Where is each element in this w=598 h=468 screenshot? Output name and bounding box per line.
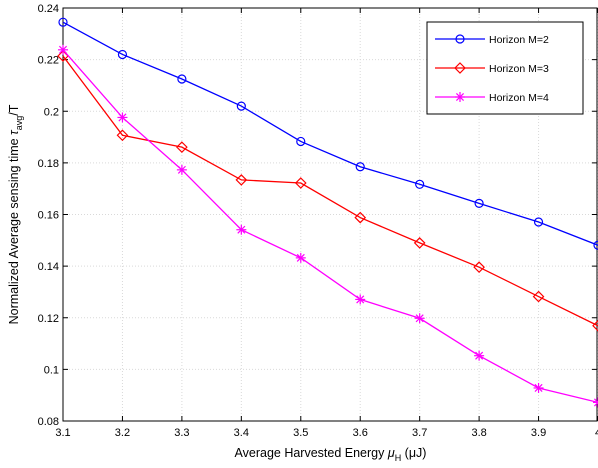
x-tick-label: 3.6 bbox=[353, 427, 368, 439]
data-point bbox=[117, 112, 128, 123]
data-point bbox=[473, 261, 485, 274]
data-point bbox=[117, 49, 128, 60]
legend-label: Horizon M=4 bbox=[489, 92, 549, 104]
x-tick-label: 3.9 bbox=[531, 427, 546, 439]
axis-ticks: 3.1 3.2 3.3 3.4 3.5 3.6 3.7 3.8 3.9 4 0.08 0.1 0.12 0… bbox=[38, 3, 598, 439]
y-tick-label: 0.2 bbox=[44, 106, 59, 118]
x-tick-label: 3.7 bbox=[412, 427, 427, 439]
y-tick-label: 0.14 bbox=[38, 261, 59, 273]
data-point bbox=[533, 217, 544, 227]
legend-item: Horizon M=4 bbox=[435, 92, 549, 104]
data-point bbox=[177, 74, 187, 84]
legend-item: Horizon M=3 bbox=[435, 62, 549, 75]
x-axis-label: Average Harvested Energy μH (μJ) bbox=[235, 446, 427, 463]
data-point bbox=[58, 17, 68, 27]
x-tick-label: 3.4 bbox=[234, 427, 249, 439]
data-point bbox=[532, 290, 545, 303]
data-point bbox=[474, 350, 485, 361]
data-point bbox=[474, 198, 484, 209]
data-point bbox=[236, 224, 247, 235]
y-tick-label: 0.12 bbox=[38, 313, 59, 325]
x-tick-label: 4 bbox=[595, 427, 598, 439]
y-tick-label: 0.18 bbox=[38, 158, 59, 170]
x-tick-label: 3.2 bbox=[115, 427, 130, 439]
y-axis-label: Normalized Average sensing time τavg/T bbox=[7, 104, 24, 324]
y-tick-label: 0.22 bbox=[38, 55, 59, 67]
data-point bbox=[593, 240, 598, 250]
legend: Horizon M=2 Horizon M=3 Horizon M=4 bbox=[426, 21, 584, 115]
data-point bbox=[455, 92, 465, 102]
series-1 bbox=[58, 17, 598, 250]
data-point bbox=[455, 34, 465, 44]
y-tick-label: 0.24 bbox=[38, 3, 59, 15]
data-point bbox=[454, 62, 466, 74]
data-point bbox=[592, 319, 598, 332]
y-tick-label: 0.1 bbox=[44, 364, 59, 376]
data-point bbox=[236, 101, 246, 111]
data-point bbox=[593, 397, 598, 408]
data-point bbox=[295, 252, 306, 263]
data-point bbox=[235, 174, 248, 186]
series-line bbox=[62, 49, 598, 404]
data-point bbox=[354, 211, 367, 224]
data-point bbox=[355, 162, 365, 172]
data-point bbox=[176, 141, 188, 153]
series-line bbox=[62, 55, 598, 327]
series-line bbox=[62, 21, 598, 246]
legend-label: Horizon M=3 bbox=[489, 63, 549, 75]
data-point bbox=[413, 237, 426, 249]
x-tick-label: 3.3 bbox=[174, 427, 189, 439]
legend-label: Horizon M=2 bbox=[489, 34, 549, 46]
x-tick-label: 3.8 bbox=[471, 427, 486, 439]
y-tick-label: 0.08 bbox=[38, 416, 59, 428]
data-point bbox=[533, 382, 544, 393]
legend-item: Horizon M=2 bbox=[435, 34, 549, 46]
data-point bbox=[296, 136, 306, 147]
y-tick-label: 0.16 bbox=[38, 210, 59, 222]
x-tick-label: 3.5 bbox=[293, 427, 308, 439]
x-tick-label: 3.1 bbox=[55, 427, 70, 439]
data-point bbox=[294, 177, 307, 189]
data-point bbox=[414, 313, 425, 324]
series-3 bbox=[58, 44, 598, 408]
data-point bbox=[176, 164, 187, 175]
data-point bbox=[355, 294, 366, 305]
data-point bbox=[116, 129, 129, 142]
data-point bbox=[415, 179, 425, 189]
series-2 bbox=[57, 50, 598, 332]
series bbox=[57, 17, 598, 408]
data-point bbox=[58, 44, 68, 55]
